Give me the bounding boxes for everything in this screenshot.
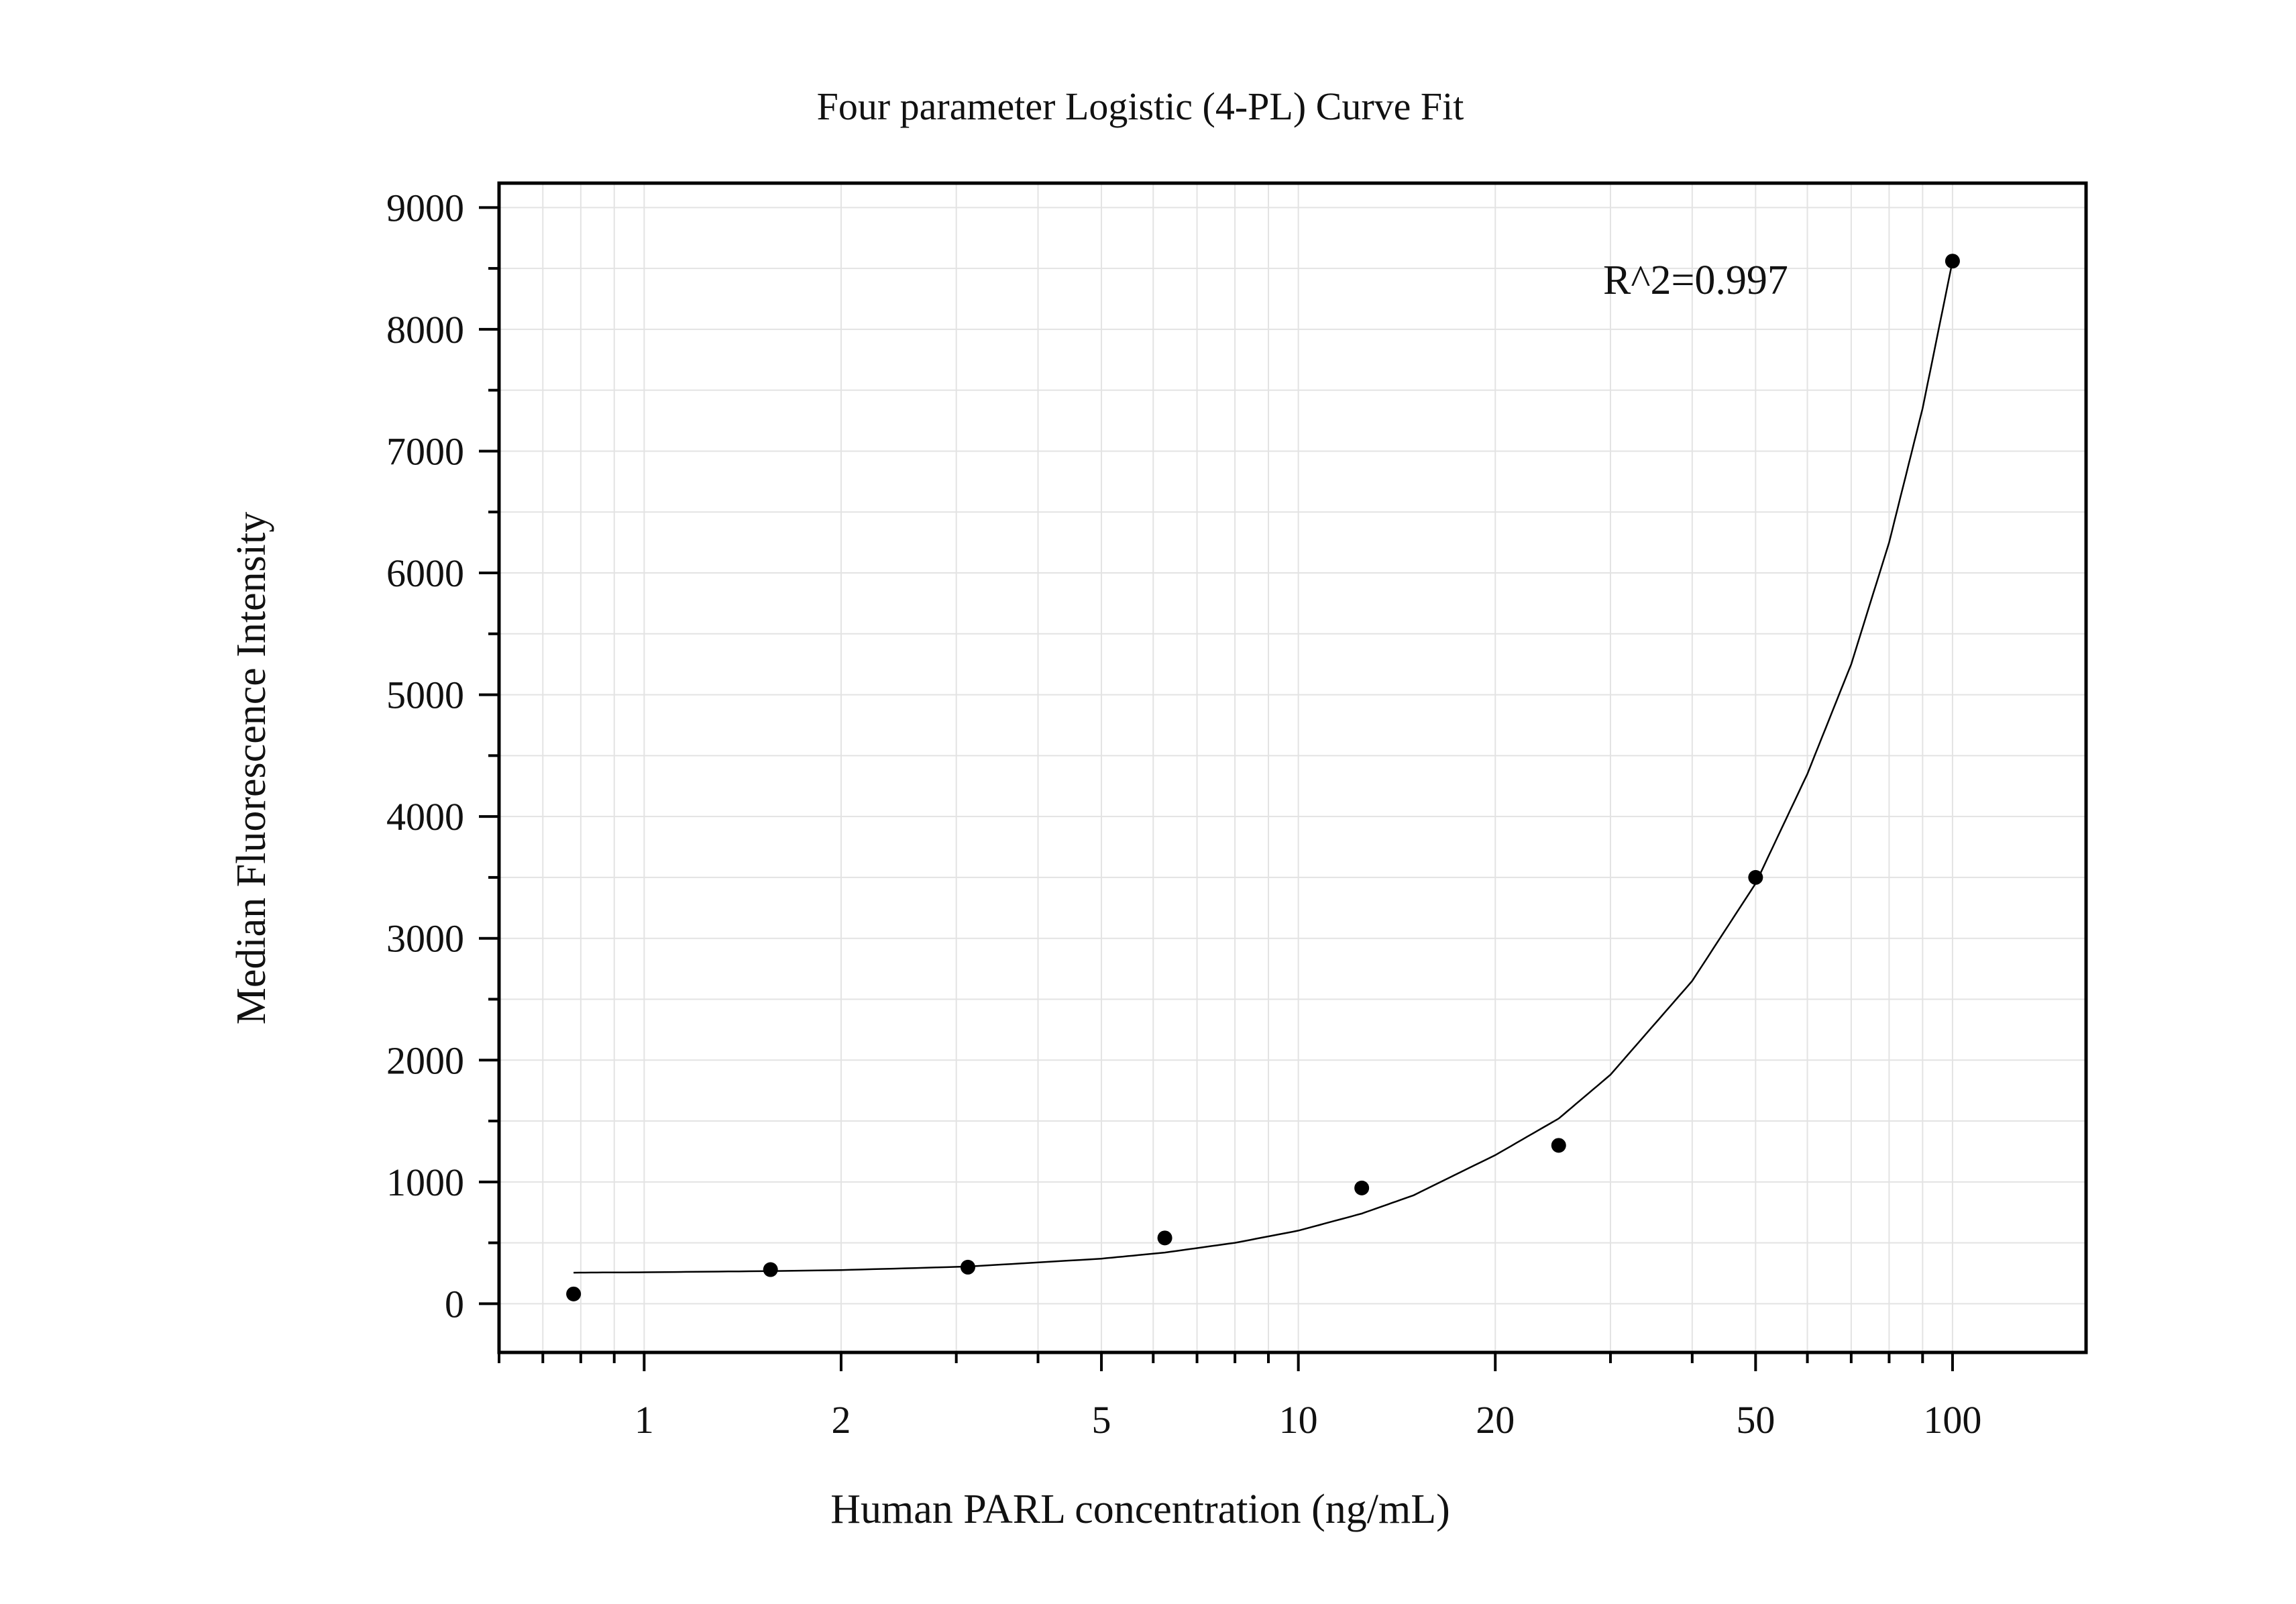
x-tick-label: 20 — [1476, 1398, 1515, 1442]
y-axis-ticks: 0 1000 2000 3000 4000 5000 6000 7000 8000 9000 — [386, 186, 499, 1326]
fit-curve — [573, 260, 1954, 1274]
data-point — [1551, 1138, 1566, 1153]
y-tick-label: 6000 — [386, 551, 464, 595]
y-tick-label: 9000 — [386, 186, 464, 229]
x-axis-label: Human PARL concentration (ng/mL) — [830, 1487, 1450, 1532]
data-point — [1945, 254, 1960, 269]
y-tick-label: 5000 — [386, 674, 464, 717]
plot-frame — [497, 181, 2088, 1354]
chart-title: Four parameter Logistic (4-PL) Curve Fit — [817, 85, 1464, 128]
x-axis-ticks: 1 2 5 10 20 50 100 — [498, 1352, 1981, 1442]
data-point — [1748, 869, 1763, 885]
x-tick-label: 100 — [1923, 1398, 1981, 1442]
y-tick-label: 2000 — [386, 1038, 464, 1082]
x-tick-label: 10 — [1279, 1398, 1318, 1442]
y-axis-label: Median Fluorescence Intensity — [229, 512, 274, 1024]
data-point — [960, 1259, 975, 1275]
data-point — [1157, 1230, 1172, 1246]
y-tick-label: 7000 — [386, 429, 464, 473]
y-tick-label: 1000 — [386, 1161, 464, 1204]
x-tick-label: 1 — [635, 1398, 654, 1442]
x-tick-label: 50 — [1736, 1398, 1775, 1442]
data-points — [566, 254, 1960, 1301]
data-point — [763, 1262, 778, 1277]
data-point — [566, 1286, 582, 1301]
y-tick-label: 4000 — [386, 795, 464, 839]
y-tick-label: 8000 — [386, 308, 464, 352]
x-tick-label: 2 — [831, 1398, 851, 1442]
annotation-r-squared: R^2=0.997 — [1603, 258, 1788, 303]
data-point — [1354, 1180, 1370, 1195]
y-tick-label: 3000 — [386, 917, 464, 961]
x-tick-label: 5 — [1092, 1398, 1111, 1442]
grid-lines — [498, 183, 2086, 1352]
y-tick-label: 0 — [445, 1282, 464, 1326]
